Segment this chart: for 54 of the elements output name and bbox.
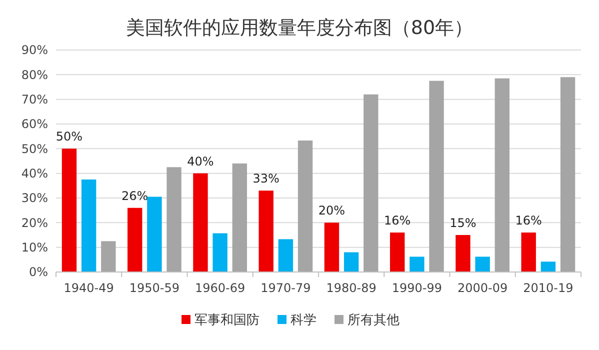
bar bbox=[429, 80, 444, 272]
legend-label: 军事和国防 bbox=[194, 313, 260, 328]
bar bbox=[128, 208, 142, 272]
bar bbox=[212, 233, 228, 272]
bar bbox=[258, 190, 274, 272]
bar bbox=[344, 252, 359, 272]
bar bbox=[560, 77, 576, 272]
bar bbox=[166, 167, 182, 272]
bar bbox=[147, 196, 162, 272]
bar bbox=[364, 94, 378, 272]
y-tick-label: 20% bbox=[21, 216, 48, 230]
x-tick-label: 1960-69 bbox=[194, 281, 246, 295]
bar bbox=[81, 180, 96, 272]
y-tick-label: 60% bbox=[21, 117, 48, 132]
bar bbox=[62, 148, 77, 272]
bar bbox=[193, 173, 208, 272]
y-tick-label: 10% bbox=[21, 240, 48, 255]
y-tick-label: 90% bbox=[21, 43, 48, 58]
data-label: 50% bbox=[56, 130, 83, 144]
bar bbox=[278, 239, 294, 272]
bar bbox=[521, 232, 536, 272]
x-tick-label: 1950-59 bbox=[129, 281, 180, 295]
data-label: 20% bbox=[318, 204, 346, 218]
x-tick-label: 1970-79 bbox=[260, 281, 311, 295]
x-tick-label: 2000-09 bbox=[457, 281, 508, 295]
bar bbox=[456, 235, 470, 272]
y-tick-label: 40% bbox=[21, 166, 48, 181]
x-tick-label: 1980-89 bbox=[326, 281, 376, 295]
bar bbox=[390, 232, 405, 272]
data-label: 16% bbox=[515, 214, 542, 228]
data-label: 15% bbox=[450, 216, 476, 230]
data-label: 16% bbox=[384, 214, 411, 228]
bar bbox=[298, 140, 313, 272]
legend-label: 科学 bbox=[290, 313, 316, 328]
bar bbox=[410, 256, 424, 272]
x-tick-label: 2010-19 bbox=[523, 281, 574, 295]
bar bbox=[101, 241, 116, 272]
bar bbox=[540, 262, 556, 272]
y-tick-label: 30% bbox=[21, 191, 48, 206]
chart-title: 美国软件的应用数量年度分布图（80年） bbox=[126, 17, 474, 39]
bar bbox=[494, 78, 510, 272]
legend-label: 所有其他 bbox=[348, 313, 400, 328]
data-label: 26% bbox=[122, 188, 148, 203]
y-tick-label: 0% bbox=[28, 265, 48, 280]
data-label: 33% bbox=[252, 172, 280, 186]
data-label: 40% bbox=[187, 154, 214, 168]
bar bbox=[232, 163, 247, 272]
bar bbox=[475, 256, 490, 272]
y-tick-label: 70% bbox=[21, 92, 48, 107]
x-tick-label: 1940-49 bbox=[64, 281, 114, 295]
bar bbox=[324, 222, 340, 272]
y-tick-label: 50% bbox=[21, 142, 48, 156]
y-tick-label: 80% bbox=[21, 68, 48, 82]
x-tick-label: 1990-99 bbox=[392, 281, 442, 295]
